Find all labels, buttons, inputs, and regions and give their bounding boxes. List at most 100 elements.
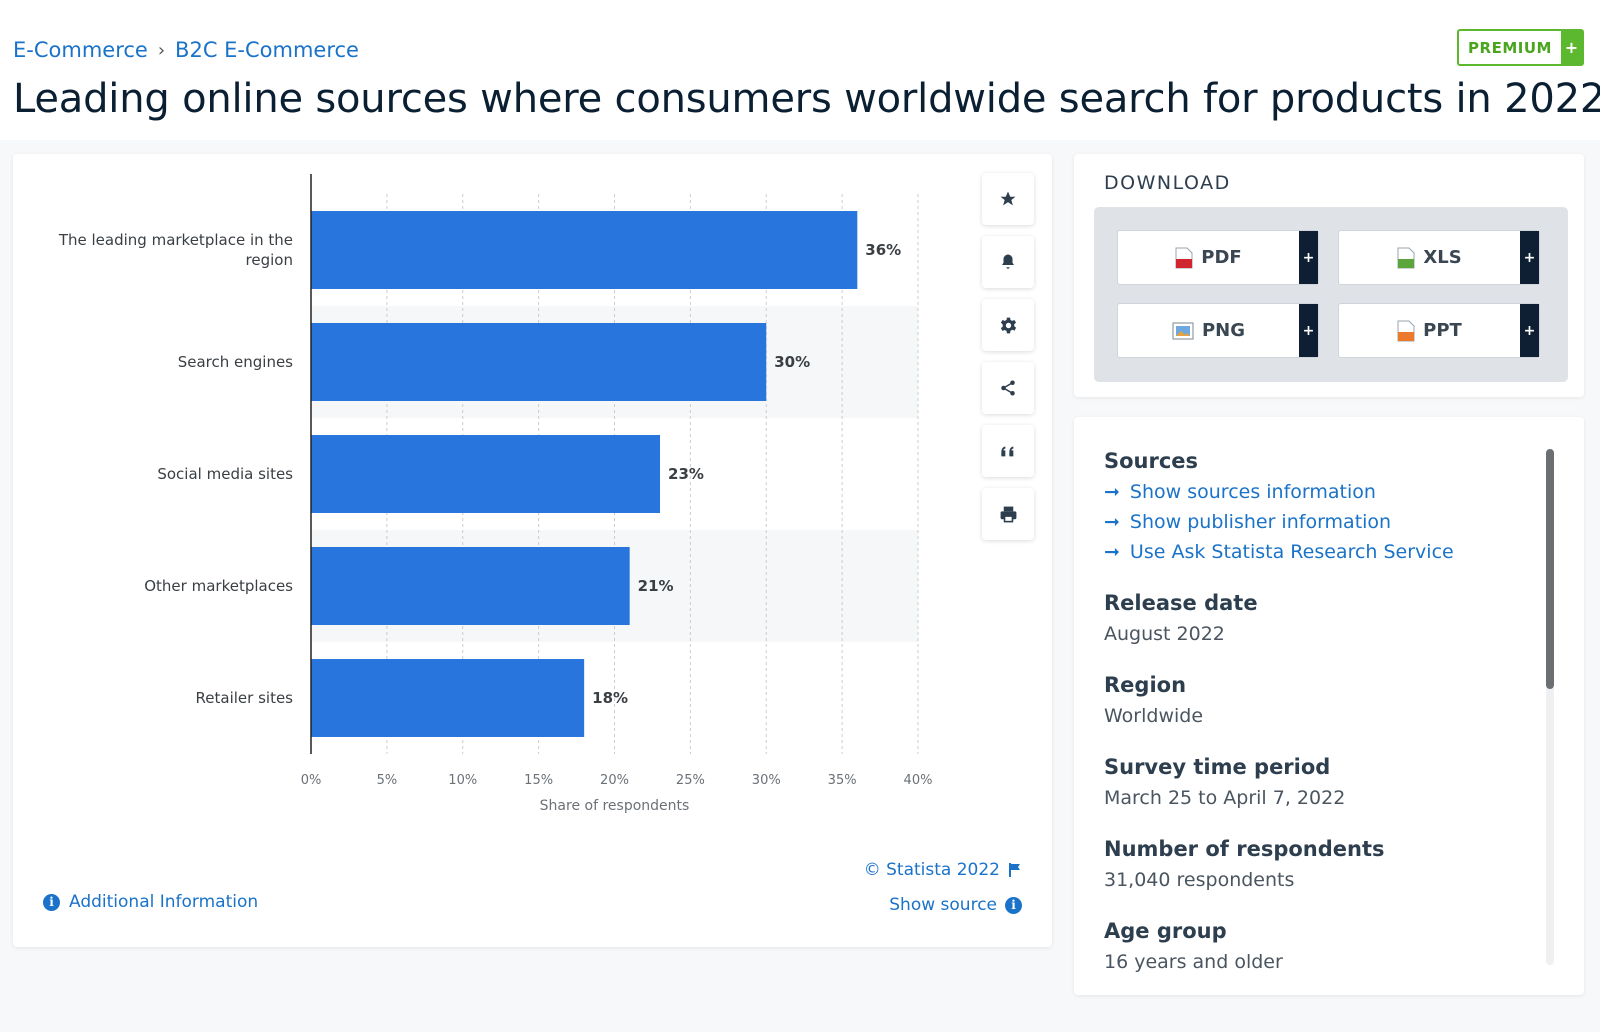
chart-card: 36% The leading marketplace in the region 3… (13, 154, 1052, 947)
xls-file-icon (1397, 247, 1415, 268)
bar (311, 547, 630, 625)
breadcrumb-item-b2c-ecommerce[interactable]: B2C E-Commerce (175, 38, 359, 62)
breadcrumb-separator: › (157, 39, 166, 61)
png-file-icon (1172, 322, 1194, 339)
sources-content: Sources ➞ Show sources information ➞ Show … (1104, 449, 1544, 980)
x-tick-label: 25% (676, 773, 705, 788)
cite-button[interactable] (982, 425, 1034, 477)
x-tick-label: 15% (524, 773, 553, 788)
bar (311, 659, 585, 737)
top-bar (0, 0, 1600, 140)
respondents-label: Number of respondents (1104, 837, 1385, 861)
x-tick-label: 30% (752, 773, 781, 788)
page-title: Leading online sources where consumers w… (13, 76, 1600, 122)
credit-text: © Statista 2022 (863, 860, 1000, 880)
x-tick-label: 35% (828, 773, 857, 788)
category-label: Other marketplaces (144, 577, 293, 595)
png-label: PNG (1201, 320, 1246, 341)
show-source-link[interactable]: Show source i (889, 895, 1022, 915)
info-icon: i (43, 893, 60, 911)
bell-icon (1002, 254, 1014, 269)
share-button[interactable] (982, 362, 1034, 414)
release-date-label: Release date (1104, 591, 1258, 615)
bar-value-label: 30% (774, 353, 810, 371)
x-tick-label: 40% (904, 773, 933, 788)
x-tick-label: 10% (448, 773, 477, 788)
show-sources-text: Show sources information (1129, 481, 1376, 503)
xls-label: XLS (1423, 247, 1462, 268)
sources-scrollbar-thumb[interactable] (1546, 449, 1554, 689)
category-label: Social media sites (157, 465, 293, 483)
bar-value-label: 21% (638, 577, 674, 595)
download-options: PDF + XLS + PNG + PPT + (1094, 207, 1568, 382)
age-group-label: Age group (1104, 919, 1227, 943)
download-card: DOWNLOAD PDF + XLS + PNG + (1074, 154, 1584, 397)
bar-value-label: 18% (592, 689, 628, 707)
pdf-file-icon (1175, 247, 1193, 268)
download-pdf-button[interactable]: PDF + (1117, 230, 1319, 285)
png-plus: + (1299, 304, 1318, 357)
show-sources-link[interactable]: ➞ Show sources information (1104, 481, 1544, 503)
x-tick-label: 0% (301, 773, 322, 788)
share-icon (1001, 380, 1015, 396)
additional-information-text: Additional Information (69, 892, 259, 912)
pdf-label: PDF (1201, 247, 1242, 268)
bar (311, 323, 767, 401)
survey-period-label: Survey time period (1104, 755, 1331, 779)
x-tick-label: 20% (600, 773, 629, 788)
region-value: Worldwide (1104, 705, 1204, 727)
info-icon: i (1005, 896, 1022, 914)
arrow-right-icon: ➞ (1104, 481, 1120, 503)
download-title: DOWNLOAD (1104, 172, 1231, 194)
show-source-text: Show source (889, 895, 997, 915)
sources-scrollbar-track[interactable] (1546, 449, 1554, 965)
premium-plus: + (1561, 31, 1582, 64)
premium-label: PREMIUM (1468, 38, 1552, 57)
x-axis-title: Share of respondents (540, 798, 690, 814)
ask-statista-text: Use Ask Statista Research Service (1129, 541, 1454, 563)
download-ppt-button[interactable]: PPT + (1338, 303, 1540, 358)
download-png-button[interactable]: PNG + (1117, 303, 1319, 358)
category-label: Search engines (178, 353, 293, 371)
ppt-file-icon (1397, 320, 1415, 341)
show-publisher-link[interactable]: ➞ Show publisher information (1104, 511, 1544, 533)
breadcrumb-item-ecommerce[interactable]: E-Commerce (13, 38, 148, 62)
bar-value-label: 36% (865, 241, 901, 259)
sources-card: Sources ➞ Show sources information ➞ Show … (1074, 417, 1584, 995)
ppt-label: PPT (1423, 320, 1462, 341)
bar (311, 435, 661, 513)
category-label: Retailer sites (196, 689, 294, 707)
settings-button[interactable] (982, 299, 1034, 351)
favorite-button[interactable] (982, 173, 1034, 225)
bar-chart: 36% The leading marketplace in the region 3… (58, 174, 933, 814)
show-publisher-text: Show publisher information (1129, 511, 1392, 533)
notification-button[interactable] (982, 236, 1034, 288)
arrow-right-icon: ➞ (1104, 541, 1120, 563)
ppt-plus: + (1520, 304, 1539, 357)
release-date-value: August 2022 (1104, 623, 1225, 645)
premium-button[interactable]: PREMIUM + (1457, 29, 1584, 66)
ask-statista-link[interactable]: ➞ Use Ask Statista Research Service (1104, 541, 1544, 563)
x-tick-label: 5% (377, 773, 398, 788)
arrow-right-icon: ➞ (1104, 511, 1120, 533)
print-icon (1000, 506, 1016, 522)
xls-plus: + (1520, 231, 1539, 284)
sources-heading: Sources (1104, 449, 1199, 473)
category-label: region (246, 251, 293, 269)
download-xls-button[interactable]: XLS + (1338, 230, 1540, 285)
bar (311, 211, 858, 289)
star-icon (1000, 191, 1016, 206)
print-button[interactable] (982, 488, 1034, 540)
quote-icon (1001, 446, 1014, 457)
age-group-value: 16 years and older (1104, 951, 1283, 973)
statista-credit[interactable]: © Statista 2022 (864, 860, 1022, 880)
gear-icon (1000, 317, 1016, 333)
pdf-plus: + (1299, 231, 1318, 284)
breadcrumb: E-Commerce › B2C E-Commerce (13, 38, 359, 62)
bar-value-label: 23% (668, 465, 704, 483)
additional-information-link[interactable]: i Additional Information (43, 892, 258, 912)
region-label: Region (1104, 673, 1187, 697)
category-label: The leading marketplace in the (58, 231, 293, 249)
respondents-value: 31,040 respondents (1104, 869, 1295, 891)
flag-icon (1009, 863, 1020, 877)
